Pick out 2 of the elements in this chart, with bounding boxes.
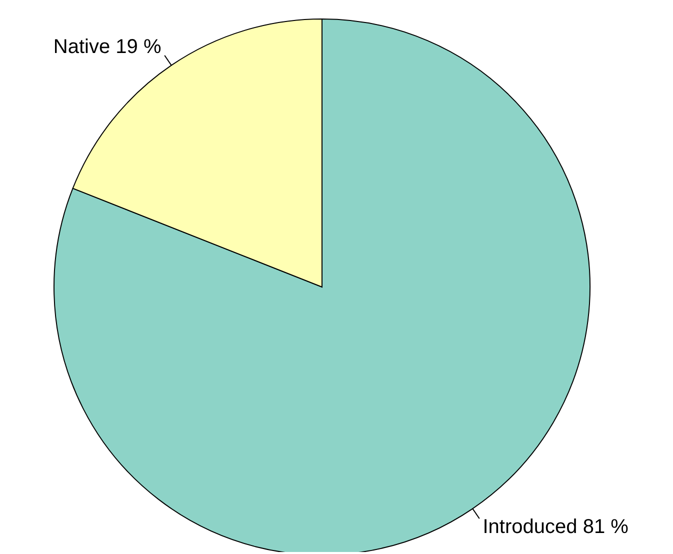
slice-label: Introduced 81 % bbox=[482, 516, 629, 538]
slice-label: Native 19 % bbox=[53, 36, 162, 58]
